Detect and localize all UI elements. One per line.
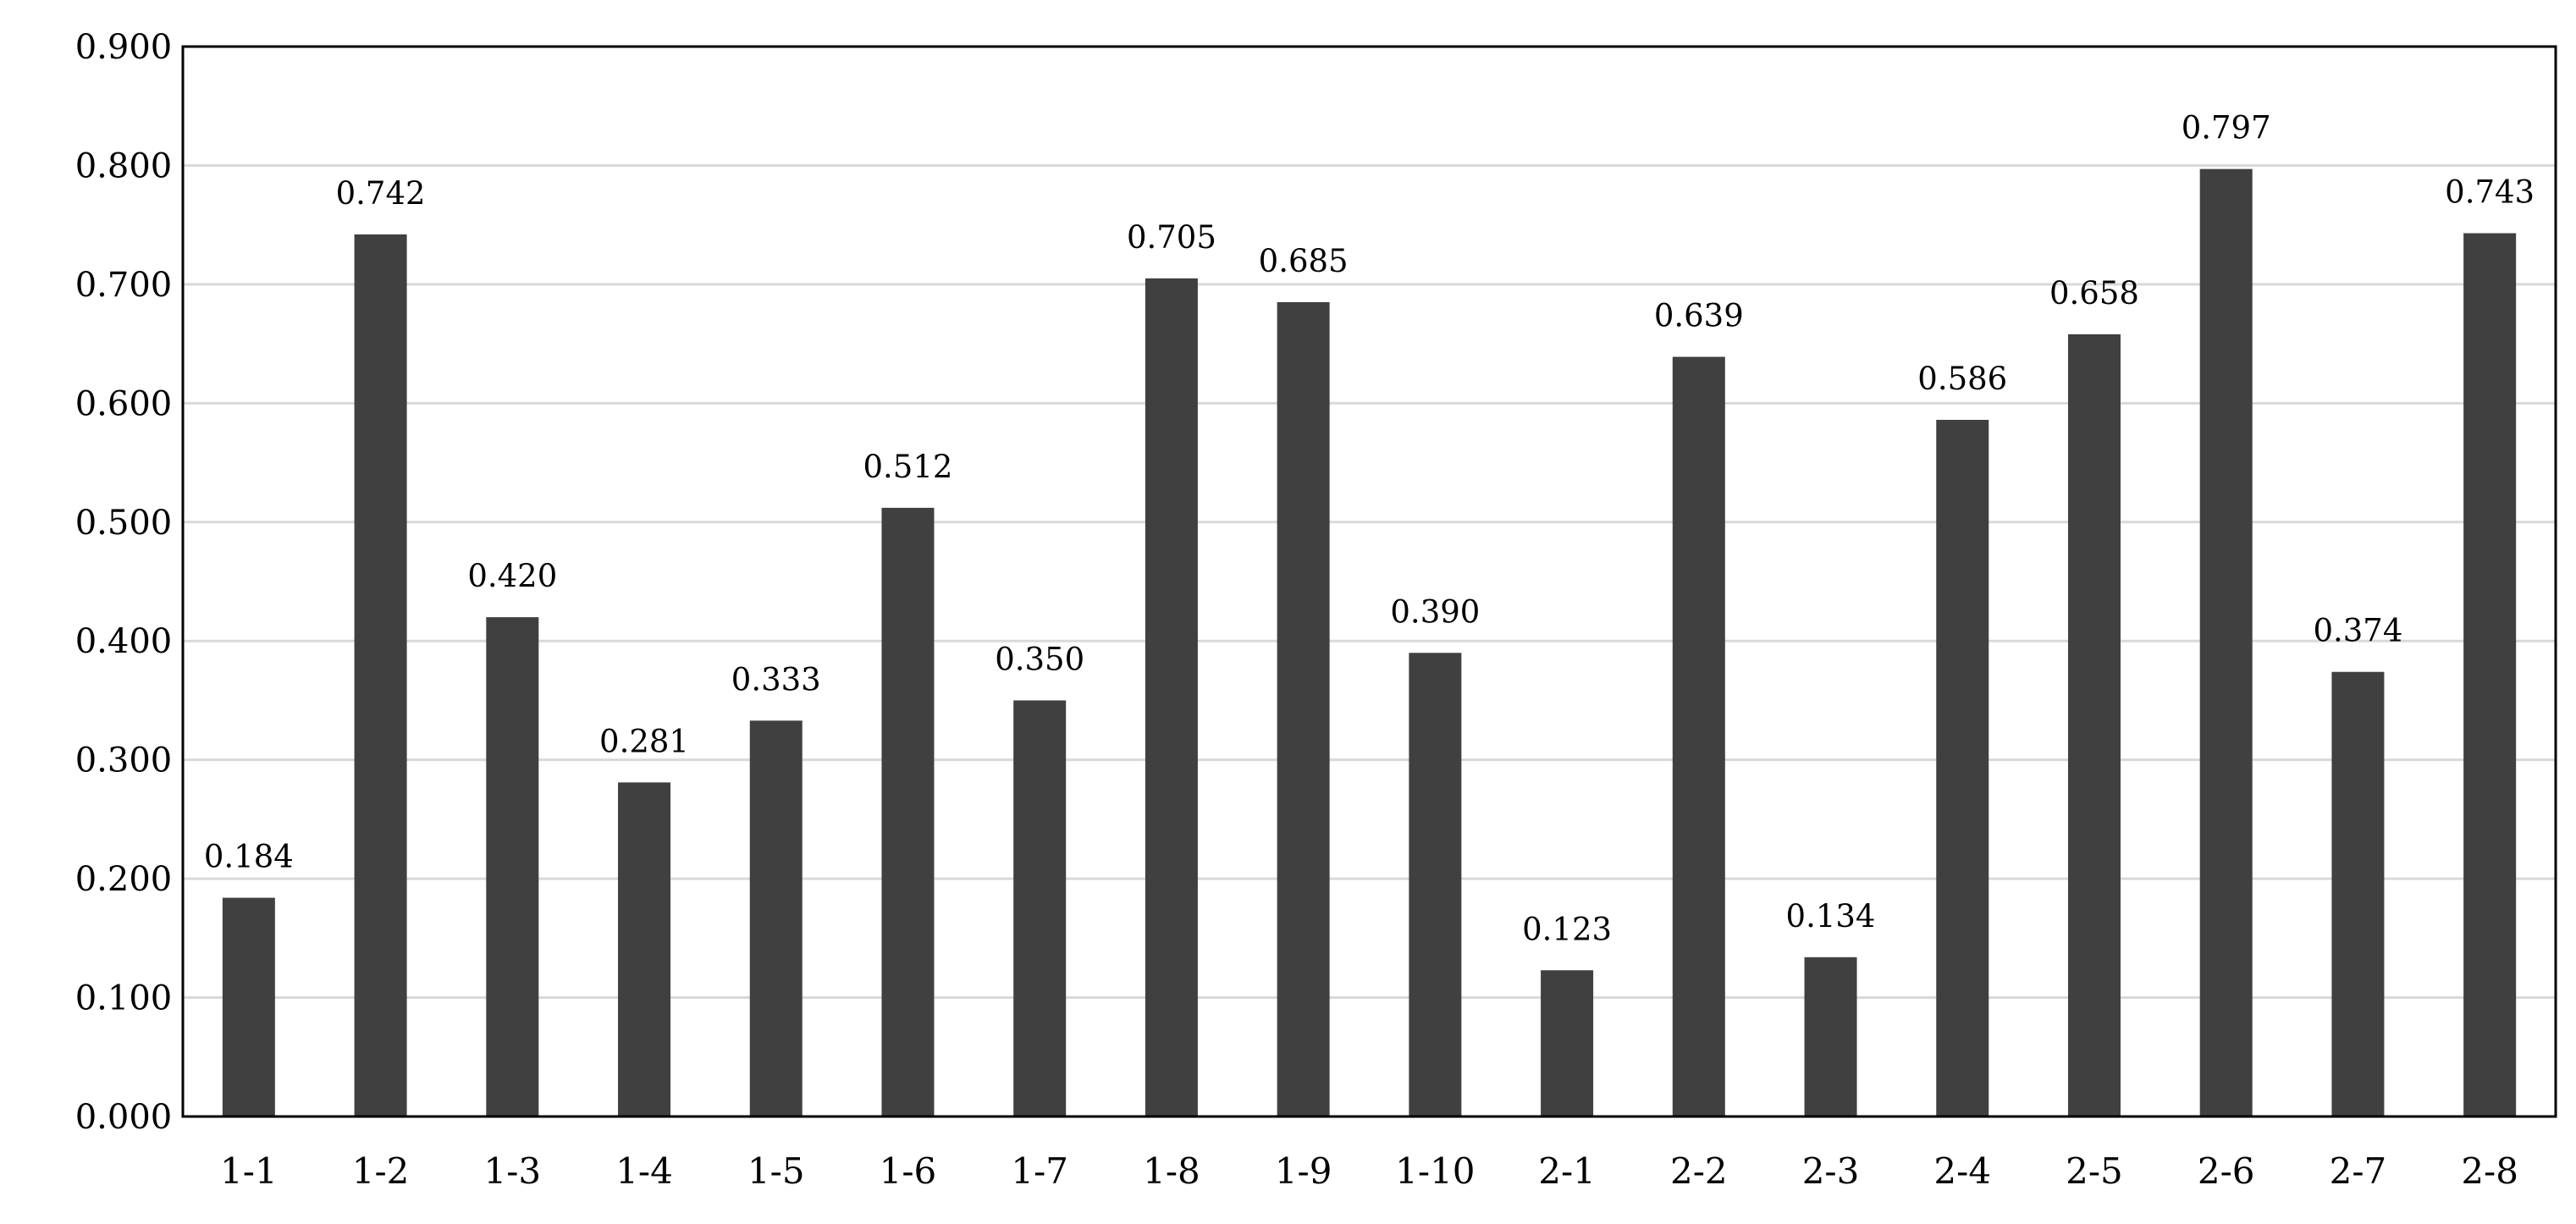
bar-1-8 bbox=[1145, 278, 1198, 1116]
x-tick-label: 1-6 bbox=[880, 1150, 937, 1192]
x-tick-label: 1-1 bbox=[220, 1150, 278, 1192]
y-tick-label: 0.400 bbox=[75, 622, 173, 661]
data-labels: 0.184 0.742 0.420 0.281 0.333 0.512 0.350 0.705… bbox=[204, 110, 2535, 948]
y-tick-label: 0.700 bbox=[75, 266, 173, 305]
data-label: 0.184 bbox=[204, 839, 294, 875]
y-axis-ticks: 0.000 0.100 0.200 0.300 0.400 0.500 0.600 0.700… bbox=[75, 28, 173, 1137]
bar-1-3 bbox=[486, 617, 539, 1116]
data-label: 0.281 bbox=[599, 723, 689, 759]
bar-2-2 bbox=[1672, 356, 1725, 1116]
y-tick-label: 0.300 bbox=[75, 742, 173, 780]
data-label: 0.333 bbox=[731, 661, 821, 697]
x-tick-label: 1-9 bbox=[1275, 1150, 1332, 1192]
y-tick-label: 0.500 bbox=[75, 504, 173, 543]
x-axis-ticks: 1-1 1-2 1-3 1-4 1-5 1-6 1-7 1-8 1-9 1-10 2-1 2-2 2-3… bbox=[220, 1150, 2518, 1192]
data-label: 0.685 bbox=[1259, 243, 1349, 279]
bar-1-6 bbox=[881, 507, 935, 1116]
bar-2-3 bbox=[1804, 957, 1857, 1116]
data-label: 0.586 bbox=[1917, 361, 2007, 397]
bars bbox=[222, 168, 2517, 1117]
gridlines bbox=[183, 163, 2556, 1000]
plot-frame bbox=[181, 45, 2557, 1118]
data-label: 0.797 bbox=[2182, 110, 2271, 146]
x-tick-label: 2-2 bbox=[1670, 1150, 1728, 1192]
bar-2-4 bbox=[1936, 419, 1989, 1116]
bar-2-1 bbox=[1541, 970, 1594, 1116]
bar-2-6 bbox=[2199, 168, 2253, 1117]
y-tick-label: 0.100 bbox=[75, 979, 173, 1018]
y-tick-label: 0.200 bbox=[75, 860, 173, 899]
x-tick-label: 2-7 bbox=[2330, 1150, 2387, 1192]
x-tick-label: 1-2 bbox=[352, 1150, 410, 1192]
data-label: 0.374 bbox=[2313, 613, 2402, 649]
x-tick-label: 1-7 bbox=[1011, 1150, 1068, 1192]
x-tick-label: 2-5 bbox=[2066, 1150, 2123, 1192]
x-tick-label: 1-4 bbox=[615, 1150, 673, 1192]
data-label: 0.742 bbox=[336, 175, 426, 212]
data-label: 0.134 bbox=[1786, 898, 1876, 935]
data-label: 0.350 bbox=[995, 641, 1084, 677]
bar-1-2 bbox=[354, 234, 407, 1116]
data-label: 0.390 bbox=[1390, 593, 1480, 630]
x-tick-label: 1-5 bbox=[747, 1150, 805, 1192]
bar-1-5 bbox=[749, 720, 803, 1116]
x-tick-label: 2-1 bbox=[1538, 1150, 1596, 1192]
data-label: 0.658 bbox=[2049, 275, 2139, 312]
bar-1-7 bbox=[1013, 700, 1067, 1116]
x-tick-label: 2-6 bbox=[2198, 1150, 2255, 1192]
y-tick-label: 0.000 bbox=[75, 1098, 173, 1137]
bar-2-5 bbox=[2067, 334, 2121, 1116]
bar-2-8 bbox=[2463, 233, 2517, 1116]
data-label: 0.512 bbox=[863, 449, 953, 485]
data-label: 0.705 bbox=[1127, 219, 1216, 256]
bar-1-1 bbox=[222, 897, 275, 1116]
y-tick-label: 0.600 bbox=[75, 384, 173, 423]
x-tick-label: 1-8 bbox=[1143, 1150, 1200, 1192]
data-label: 0.123 bbox=[1522, 911, 1612, 947]
bar-1-9 bbox=[1277, 301, 1330, 1116]
x-tick-label: 2-8 bbox=[2461, 1150, 2518, 1192]
data-label: 0.743 bbox=[2445, 174, 2535, 210]
x-tick-label: 2-4 bbox=[1933, 1150, 1991, 1192]
bar-2-7 bbox=[2331, 671, 2385, 1116]
bar-1-4 bbox=[618, 782, 671, 1116]
x-tick-label: 1-3 bbox=[483, 1150, 541, 1192]
y-tick-label: 0.900 bbox=[75, 28, 173, 67]
bar-1-10 bbox=[1409, 653, 1462, 1116]
data-label: 0.420 bbox=[467, 558, 557, 594]
x-tick-label: 1-10 bbox=[1395, 1150, 1475, 1192]
x-tick-label: 2-3 bbox=[1802, 1150, 1860, 1192]
y-tick-label: 0.800 bbox=[75, 146, 173, 185]
data-label: 0.639 bbox=[1654, 298, 1744, 334]
